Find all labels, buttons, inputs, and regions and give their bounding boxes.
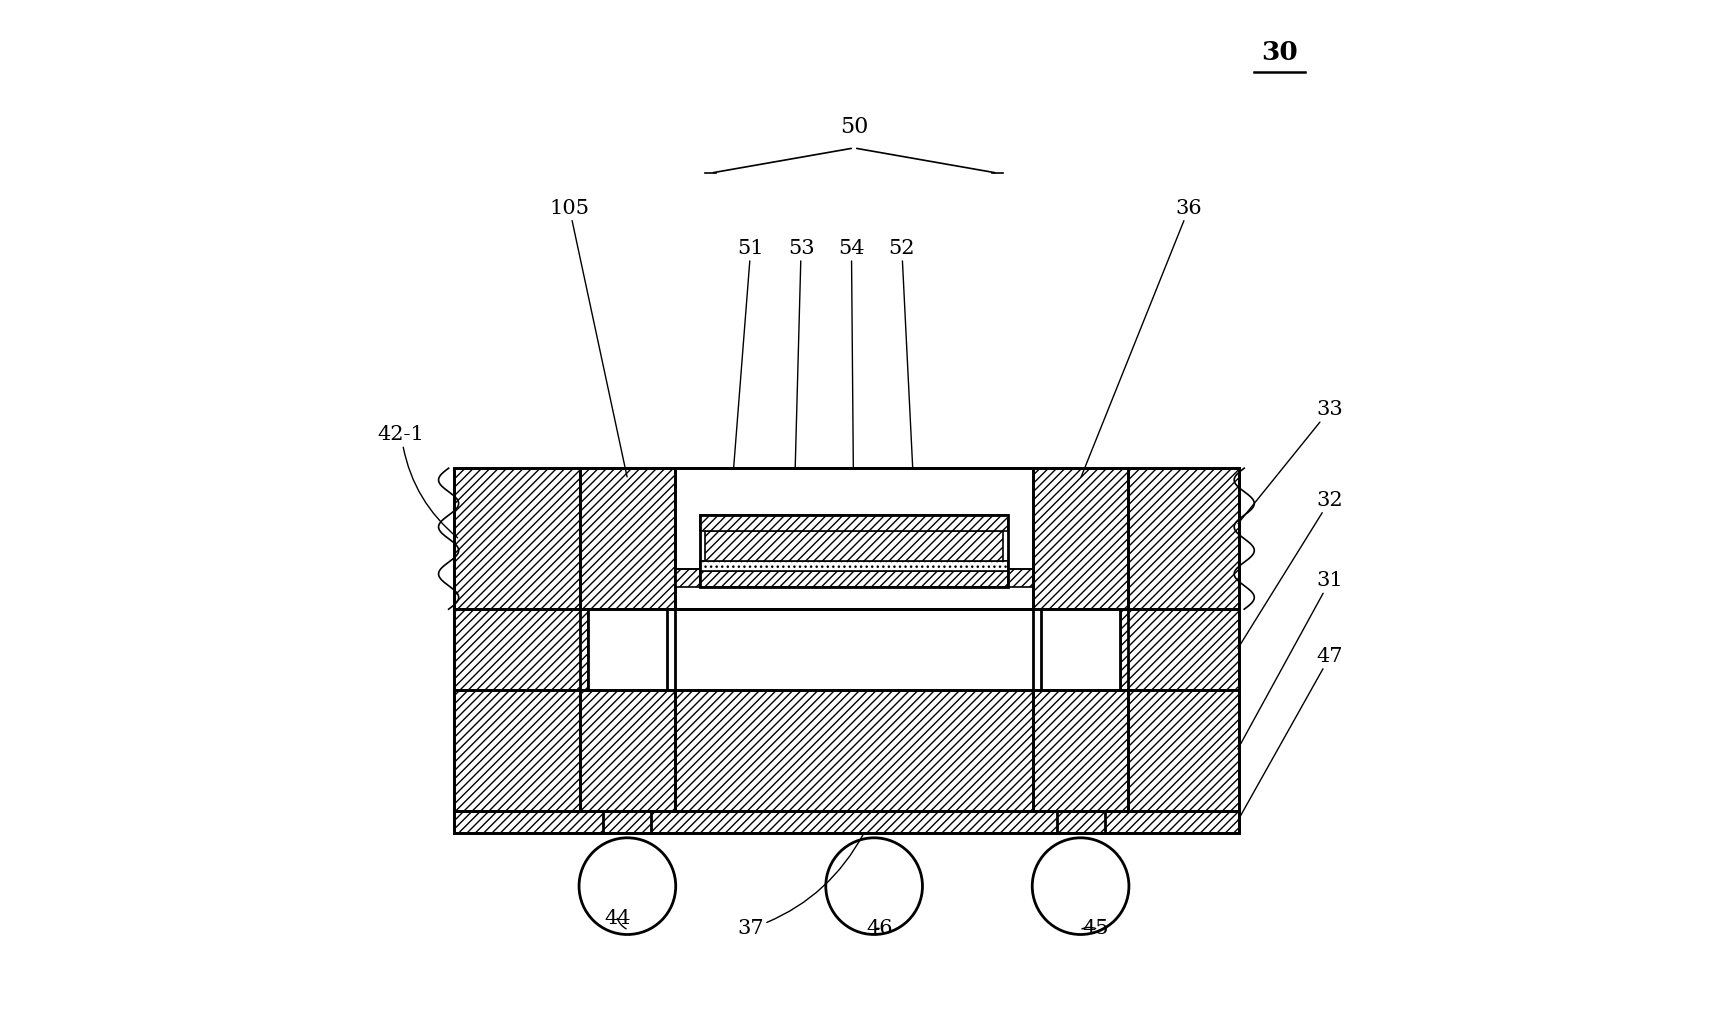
Bar <box>1033 690 1129 811</box>
Text: 47: 47 <box>1238 647 1343 821</box>
Text: 54: 54 <box>838 239 865 544</box>
Text: 32: 32 <box>1238 491 1343 648</box>
Bar <box>675 469 1033 610</box>
Bar <box>701 515 1007 587</box>
Bar <box>1033 469 1129 610</box>
Text: 30: 30 <box>1261 40 1298 64</box>
Text: 37: 37 <box>737 834 863 938</box>
Bar <box>588 610 1120 690</box>
Circle shape <box>826 838 923 934</box>
Bar <box>579 469 675 610</box>
Bar <box>1057 811 1105 833</box>
Bar <box>701 561 1007 571</box>
Text: 42-1: 42-1 <box>379 426 457 538</box>
Text: 44: 44 <box>605 909 630 929</box>
Circle shape <box>579 838 675 934</box>
Bar <box>454 690 1238 811</box>
Bar <box>1007 569 1033 587</box>
Text: 105: 105 <box>550 199 627 477</box>
Text: 36: 36 <box>1081 199 1203 477</box>
Bar <box>454 610 1238 690</box>
Bar <box>454 469 1238 610</box>
Text: 50: 50 <box>839 115 868 138</box>
Text: 45: 45 <box>1083 919 1108 938</box>
Bar <box>701 571 1007 587</box>
Text: 33: 33 <box>1238 400 1343 524</box>
Bar <box>603 811 651 833</box>
Bar <box>675 569 701 587</box>
Text: 46: 46 <box>865 919 892 938</box>
Bar <box>706 531 1002 561</box>
Bar <box>579 690 675 811</box>
Bar <box>454 811 1238 833</box>
Text: 51: 51 <box>725 239 764 578</box>
Bar <box>588 610 666 690</box>
Bar <box>701 515 1007 531</box>
Bar <box>701 561 1007 571</box>
Text: 52: 52 <box>889 239 915 521</box>
Text: 53: 53 <box>788 239 814 565</box>
Text: 31: 31 <box>1238 572 1343 749</box>
Circle shape <box>1033 838 1129 934</box>
Bar <box>1042 610 1120 690</box>
